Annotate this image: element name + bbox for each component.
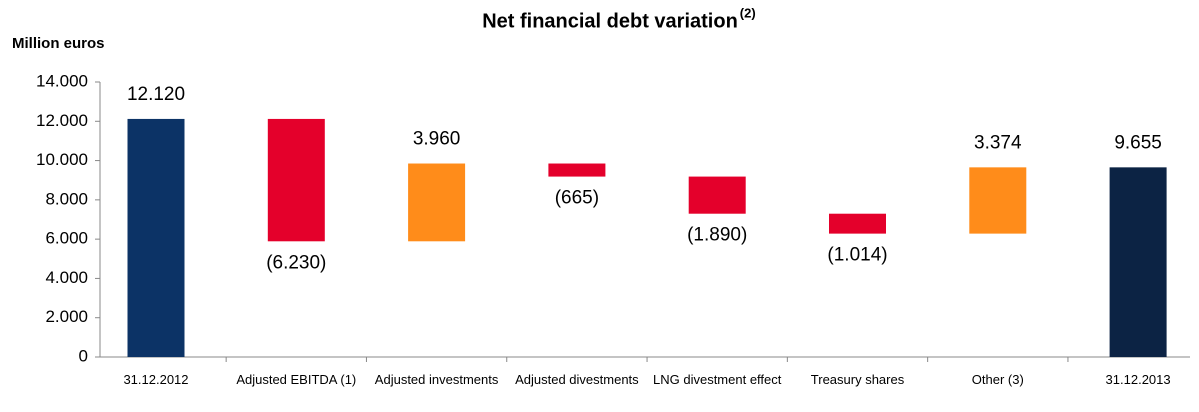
value-label: 3.960 (413, 129, 461, 150)
value-label: (665) (555, 188, 599, 209)
bar (267, 118, 325, 242)
y-tick-label: 12.000 (36, 111, 88, 130)
bar (127, 118, 185, 357)
bar (1109, 167, 1167, 357)
value-label: (1.890) (687, 225, 747, 246)
value-label: (1.014) (827, 245, 887, 266)
bar (548, 163, 606, 177)
value-label: 3.374 (974, 132, 1022, 153)
y-tick-label: 2.000 (45, 307, 88, 326)
title-note: (2) (740, 5, 756, 20)
x-tick-label: Treasury shares (810, 372, 905, 387)
y-tick-label: 6.000 (45, 229, 88, 248)
y-tick-label: 4.000 (45, 268, 88, 287)
y-axis-label: Million euros (12, 35, 105, 52)
y-tick-label: 0 (79, 346, 88, 365)
x-tick-label: 31.12.2013 (1105, 372, 1171, 387)
bar (688, 176, 746, 214)
value-label: (6.230) (266, 252, 326, 273)
y-tick-label: 10.000 (36, 150, 88, 169)
x-tick-label: 31.12.2012 (123, 372, 189, 387)
value-label: 9.655 (1114, 132, 1162, 153)
value-label: 12.120 (127, 84, 185, 105)
bar (829, 213, 886, 234)
x-tick-label: Other (3) (971, 372, 1024, 387)
bar (969, 167, 1027, 234)
x-tick-label: Adjusted investments (374, 372, 499, 387)
bar (408, 163, 466, 242)
y-tick-label: 14.000 (36, 71, 88, 90)
x-tick-label: Adjusted divestments (515, 372, 639, 387)
x-tick-label: LNG divestment effect (653, 372, 782, 387)
x-tick-label: Adjusted EBITDA (1) (236, 372, 357, 387)
y-tick-label: 8.000 (45, 189, 88, 208)
chart-title: Net financial debt variation (482, 10, 738, 32)
